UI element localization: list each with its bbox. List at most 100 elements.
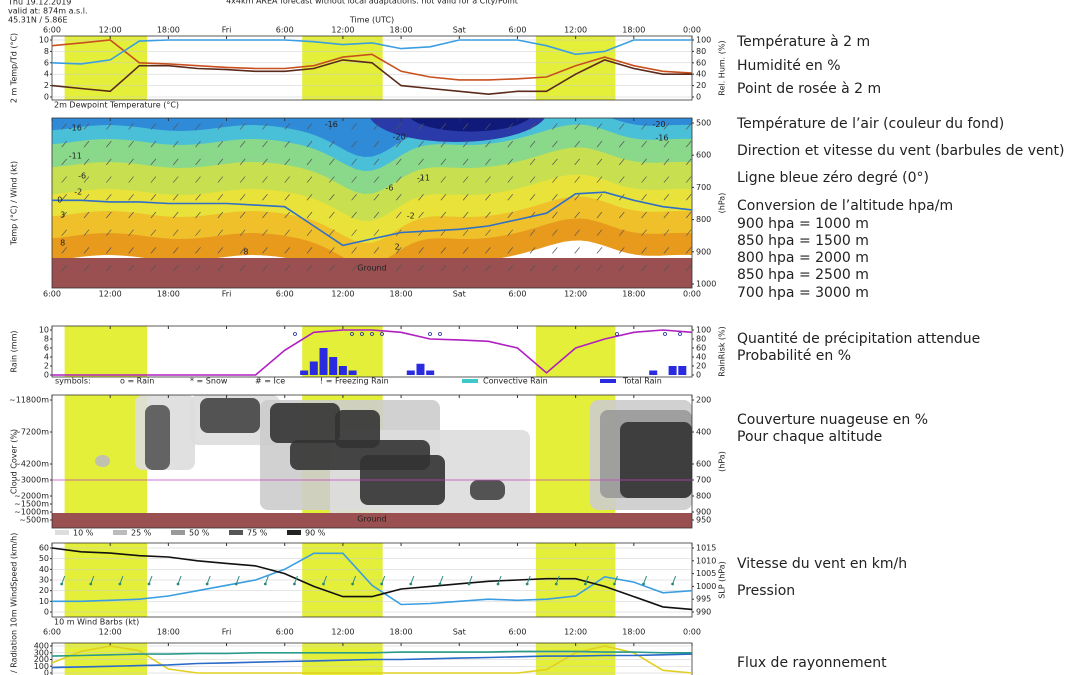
contour-label: -16 <box>655 134 668 143</box>
legend-label: 10 % <box>73 529 94 538</box>
x-tick-label: 18:00 <box>622 26 645 35</box>
contour-label: -6 <box>385 184 393 193</box>
wind-barb <box>172 194 179 201</box>
legend-label: Convective Rain <box>483 377 548 386</box>
wind-barb <box>485 247 491 254</box>
wind-barb <box>239 158 246 166</box>
wind-barb <box>217 194 224 201</box>
y2-tick-label: 0 <box>696 93 701 102</box>
wind-barb <box>235 575 240 585</box>
wind-barb <box>381 575 386 585</box>
wind-barb <box>529 140 536 148</box>
wind-barb <box>61 247 67 254</box>
rain-symbol <box>370 332 374 336</box>
cloud-area <box>200 398 260 433</box>
wind-barb <box>150 229 157 236</box>
y-tick-label: 0 <box>44 669 49 675</box>
wind-barb <box>61 158 67 166</box>
wind-barb <box>619 211 625 219</box>
contour-label: 3 <box>60 211 65 220</box>
rain-symbol <box>663 332 667 336</box>
x-tick-label: 6:00 <box>508 26 526 35</box>
wind-barb <box>239 247 246 254</box>
y2-tick-label: 995 <box>696 595 711 604</box>
wind-barb <box>529 229 536 236</box>
wind-barb <box>217 158 224 166</box>
wind-barb <box>61 575 66 585</box>
wind-barb <box>418 247 424 254</box>
wind-barb <box>106 176 112 183</box>
y2-tick-label: 800 <box>696 492 711 501</box>
rain-symbol <box>350 332 354 336</box>
wind-barb <box>596 158 603 166</box>
wind-barb <box>262 211 268 219</box>
footnote: 10 m Wind Barbs (kt) <box>54 618 139 627</box>
y-tick-label: 300 <box>34 648 49 657</box>
series-line <box>52 191 693 247</box>
wind-barb <box>552 140 558 148</box>
wind-barb <box>395 140 402 148</box>
wind-barb <box>172 176 179 183</box>
y-axis-title: Cloud Cover (%) <box>10 429 19 494</box>
wind-barb <box>552 123 558 130</box>
y-tick-label: 4 <box>44 70 49 79</box>
wind-barb <box>217 229 224 236</box>
rain-bar <box>678 366 687 375</box>
note: Couverture nuageuse en % <box>737 412 928 428</box>
footnote: 2m Dewpoint Temperature (°C) <box>54 101 179 110</box>
wind-barb <box>306 140 313 148</box>
wind-barb-dot <box>554 582 558 586</box>
wind-barb <box>284 211 290 219</box>
y-tick-label: 10 <box>39 36 49 45</box>
wind-barb <box>395 123 402 130</box>
y-tick-label: 50 <box>39 554 49 563</box>
wind-barb <box>507 158 514 166</box>
wind-barb <box>395 247 402 254</box>
wind-barb <box>685 247 692 254</box>
x-tick-label: 18:00 <box>390 290 413 299</box>
wind-barb-dot <box>293 582 296 586</box>
wind-barb <box>552 247 558 254</box>
wind-barb <box>106 140 112 148</box>
wind-barb <box>150 158 157 166</box>
note: Pour chaque altitude <box>737 429 882 445</box>
wind-barb <box>596 176 603 183</box>
y2-tick-label: 950 <box>696 516 711 525</box>
wind-barb <box>596 123 603 130</box>
wind-barb <box>351 194 357 201</box>
x-tick-label: 0:00 <box>683 26 701 35</box>
y-tick-label: 100 <box>34 662 49 671</box>
wind-barb <box>61 123 67 130</box>
wind-barb <box>217 140 224 148</box>
y2-tick-label: 0 <box>696 371 701 380</box>
x-tick-label: 12:00 <box>331 628 354 637</box>
wind-barb <box>351 229 357 236</box>
y2-axis-title: RainRisk (%) <box>718 326 727 377</box>
note: 900 hpa = 1000 m <box>737 216 869 232</box>
daylight-band <box>64 36 148 100</box>
wind-barb <box>90 575 95 585</box>
wind-barb <box>685 264 692 272</box>
x-tick-label: 18:00 <box>622 628 645 637</box>
wind-barb <box>195 194 201 201</box>
wind-barb <box>619 264 625 272</box>
wind-barb <box>497 575 502 585</box>
wind-barb <box>172 229 179 236</box>
wind-barb <box>195 140 201 148</box>
contour-label: -6 <box>78 172 86 181</box>
y2-tick-label: 600 <box>696 151 711 160</box>
wind-barb <box>574 229 580 236</box>
y-tick-label: ~4200m <box>14 460 49 469</box>
wind-barb <box>641 247 647 254</box>
note: Conversion de l’altitude hpa/m <box>737 198 953 214</box>
wind-barb <box>239 211 246 219</box>
note: Flux de rayonnement <box>737 655 887 671</box>
wind-barb-dot <box>234 582 238 586</box>
wind-barb <box>195 247 201 254</box>
wind-barb-dot <box>176 582 180 586</box>
header-line: 45.31N / 5.86E <box>8 16 68 25</box>
y2-tick-label: 1005 <box>696 569 716 578</box>
wind-barb <box>61 229 67 236</box>
wind-barb <box>128 140 134 148</box>
contour-label: -2 <box>407 212 415 221</box>
